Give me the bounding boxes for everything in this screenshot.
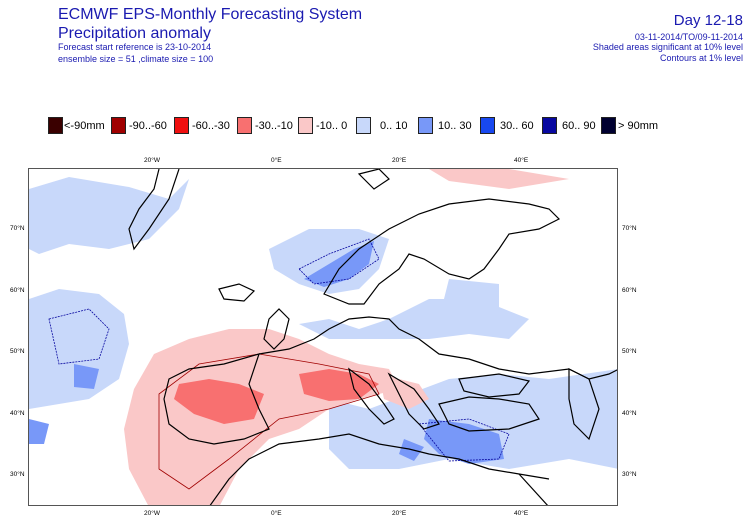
lat-label-right: 30°N bbox=[622, 471, 637, 478]
coastline-north-africa bbox=[209, 433, 550, 505]
coastline-greenland bbox=[128, 169, 180, 251]
legend-swatch bbox=[542, 117, 557, 134]
forecast-reference: Forecast start reference is 23-10-2014 bbox=[58, 42, 212, 52]
coastline-balkans bbox=[387, 372, 440, 430]
lon-label-bottom: 0°E bbox=[271, 510, 282, 517]
lat-label-right: 50°N bbox=[622, 348, 637, 355]
anomaly-area-iberia-core bbox=[174, 379, 264, 424]
lat-label-left: 50°N bbox=[10, 348, 25, 355]
date-range: 03-11-2014/TO/09-11-2014 bbox=[634, 32, 743, 42]
anomaly-area-norwegian-coast bbox=[304, 241, 374, 287]
lat-label-left: 30°N bbox=[10, 471, 25, 478]
coastline-caspian bbox=[568, 368, 600, 441]
coastline-scandinavia bbox=[323, 198, 561, 305]
lon-label-bottom: 40°E bbox=[514, 510, 529, 517]
anomaly-area-atlantic-south bbox=[29, 419, 49, 444]
legend-label: 60.. 90 bbox=[562, 120, 596, 132]
legend-swatch bbox=[356, 117, 371, 134]
legend-label: -30..-10 bbox=[255, 120, 293, 132]
anomaly-area-north-atlantic bbox=[29, 177, 189, 254]
lat-label-right: 40°N bbox=[622, 410, 637, 417]
contour-positive-atlantic bbox=[48, 308, 110, 365]
anomaly-area-mediterranean bbox=[329, 369, 617, 469]
contour-negative-iberia bbox=[158, 353, 380, 490]
legend-label: <-90mm bbox=[64, 120, 105, 132]
legend-swatch bbox=[418, 117, 433, 134]
legend-label: -90..-60 bbox=[129, 120, 167, 132]
lat-label-left: 60°N bbox=[10, 287, 25, 294]
legend-swatch bbox=[298, 117, 313, 134]
day-range: Day 12-18 bbox=[673, 12, 743, 29]
coastline-red-sea bbox=[518, 473, 548, 505]
legend-swatch bbox=[174, 117, 189, 134]
coastline-black-sea bbox=[458, 373, 531, 398]
coastlines bbox=[128, 169, 617, 505]
legend-label: -60..-30 bbox=[192, 120, 230, 132]
coastline-iceland bbox=[218, 283, 256, 302]
map-svg bbox=[29, 169, 617, 505]
lat-label-right: 60°N bbox=[622, 287, 637, 294]
anomaly-area-scandinavia bbox=[444, 279, 499, 319]
coastline-iberia bbox=[163, 353, 270, 445]
legend-swatch bbox=[48, 117, 63, 134]
positive-anomaly-areas bbox=[29, 177, 617, 469]
anomaly-area-balkans bbox=[379, 374, 429, 409]
coastline-turkey bbox=[438, 396, 540, 432]
anomaly-area-norway bbox=[269, 229, 389, 294]
negative-anomaly-areas bbox=[124, 169, 569, 505]
anomaly-area-arctic bbox=[429, 169, 569, 189]
lat-label-left: 70°N bbox=[10, 225, 25, 232]
lon-label-top: 40°E bbox=[514, 157, 529, 164]
page-subtitle: Precipitation anomaly bbox=[58, 25, 211, 42]
lat-label-right: 70°N bbox=[622, 225, 637, 232]
contour-note: Contours at 1% level bbox=[659, 53, 743, 63]
legend-label: 30.. 60 bbox=[500, 120, 534, 132]
lon-label-bottom: 20°W bbox=[144, 510, 160, 517]
anomaly-area-atlantic-west bbox=[74, 364, 99, 389]
lon-label-bottom: 20°E bbox=[392, 510, 407, 517]
lon-label-top: 20°W bbox=[144, 157, 160, 164]
page-title: ECMWF EPS-Monthly Forecasting System bbox=[58, 6, 363, 23]
legend-label: 10.. 30 bbox=[438, 120, 472, 132]
coastline-british-isles bbox=[263, 308, 290, 350]
lat-label-left: 40°N bbox=[10, 410, 25, 417]
lon-label-top: 20°E bbox=[392, 157, 407, 164]
ensemble-size: ensemble size = 51 ,climate size = 100 bbox=[58, 54, 214, 64]
coastline-italy bbox=[348, 367, 395, 425]
anomaly-area-west-atlantic bbox=[29, 289, 129, 409]
coastline-svalbard bbox=[357, 169, 390, 190]
anomaly-map bbox=[28, 168, 618, 506]
legend-label: -10.. 0 bbox=[316, 120, 348, 132]
lon-label-top: 0°E bbox=[271, 157, 282, 164]
legend-swatch bbox=[237, 117, 252, 134]
legend-swatch bbox=[111, 117, 126, 134]
legend-swatch bbox=[480, 117, 495, 134]
legend-label: > 90mm bbox=[618, 120, 659, 132]
significance-contours bbox=[48, 238, 510, 490]
legend-swatch bbox=[601, 117, 616, 134]
shading-note: Shaded areas significant at 10% level bbox=[592, 42, 743, 52]
contour-positive-turkey bbox=[418, 418, 510, 462]
legend-label: 0.. 10 bbox=[380, 120, 408, 132]
contour-positive-norway bbox=[298, 238, 380, 285]
